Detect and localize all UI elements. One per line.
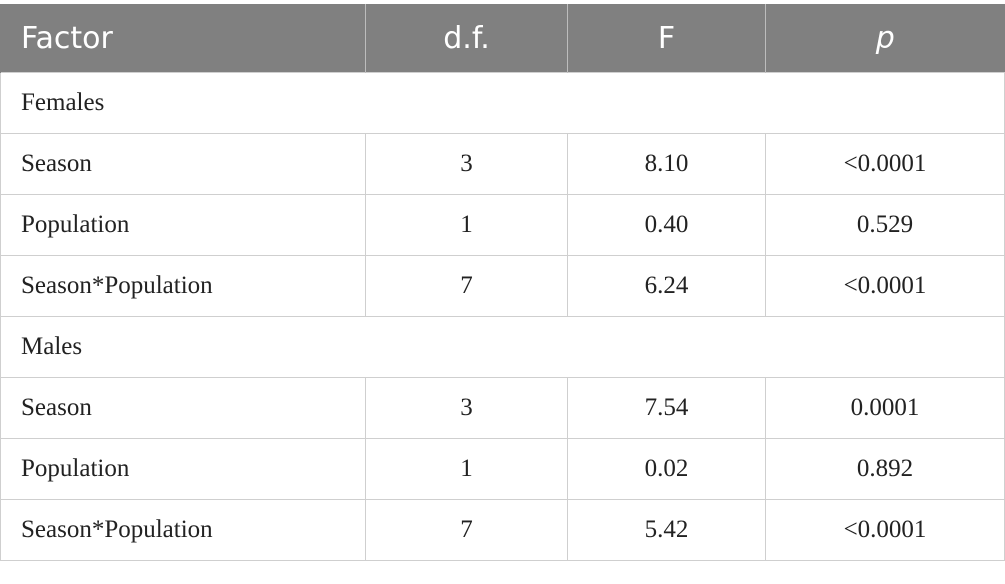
cell-f: 8.10	[567, 133, 766, 195]
table-row: Season 3 7.54 0.0001	[0, 377, 1005, 439]
cell-factor: Season	[0, 377, 366, 439]
cell-factor: Season*Population	[0, 499, 366, 561]
group-label: Females	[0, 72, 1005, 134]
cell-p: 0.892	[765, 438, 1005, 500]
cell-df: 3	[365, 133, 568, 195]
cell-p: 0.529	[765, 194, 1005, 256]
table-row: Season 3 8.10 <0.0001	[0, 133, 1005, 195]
cell-f: 7.54	[567, 377, 766, 439]
group-row-males: Males	[0, 316, 1005, 378]
cell-factor: Season*Population	[0, 255, 366, 317]
header-f: F	[567, 4, 766, 73]
table-body: Females Season 3 8.10 <0.0001 Population…	[0, 72, 1005, 561]
table-row: Population 1 0.40 0.529	[0, 194, 1005, 256]
cell-p: <0.0001	[765, 133, 1005, 195]
cell-df: 7	[365, 499, 568, 561]
cell-f: 0.02	[567, 438, 766, 500]
cell-f: 0.40	[567, 194, 766, 256]
cell-df: 1	[365, 438, 568, 500]
cell-factor: Population	[0, 438, 366, 500]
cell-p: <0.0001	[765, 499, 1005, 561]
anova-table: Factor d.f. F p Females Season 3 8.10 <0…	[0, 4, 1005, 561]
header-p: p	[765, 4, 1005, 73]
cell-df: 3	[365, 377, 568, 439]
table-row: Season*Population 7 6.24 <0.0001	[0, 255, 1005, 317]
cell-df: 1	[365, 194, 568, 256]
table-row: Season*Population 7 5.42 <0.0001	[0, 499, 1005, 561]
cell-df: 7	[365, 255, 568, 317]
header-df: d.f.	[365, 4, 568, 73]
cell-p: 0.0001	[765, 377, 1005, 439]
cell-p: <0.0001	[765, 255, 1005, 317]
header-row: Factor d.f. F p	[0, 4, 1005, 73]
cell-factor: Season	[0, 133, 366, 195]
table-header: Factor d.f. F p	[0, 4, 1005, 73]
cell-factor: Population	[0, 194, 366, 256]
cell-f: 6.24	[567, 255, 766, 317]
group-label: Males	[0, 316, 1005, 378]
table-row: Population 1 0.02 0.892	[0, 438, 1005, 500]
cell-f: 5.42	[567, 499, 766, 561]
header-factor: Factor	[0, 4, 366, 73]
group-row-females: Females	[0, 72, 1005, 134]
